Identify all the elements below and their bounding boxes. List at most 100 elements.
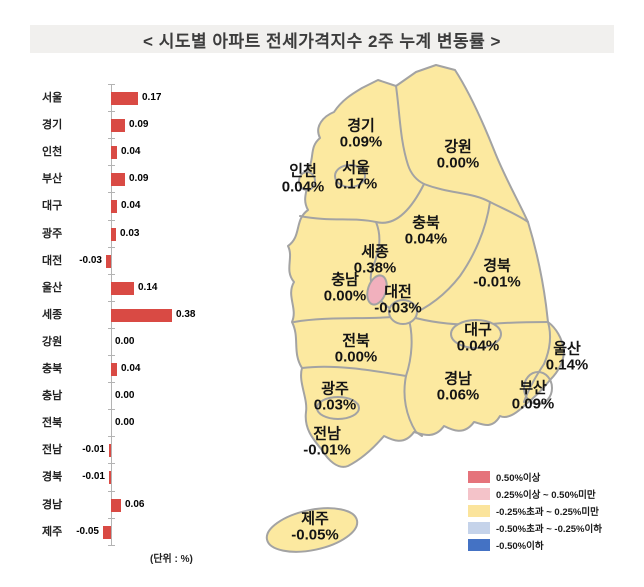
value-label: -0.05	[76, 525, 99, 537]
region-name: 강원	[444, 138, 472, 156]
axis-tick	[108, 355, 115, 356]
axis-tick	[108, 436, 115, 438]
category-label: 경기	[42, 119, 63, 132]
region-value: 0.04%	[456, 337, 500, 354]
value-label: 0.00	[115, 390, 135, 402]
legend-swatch-icon	[468, 470, 490, 483]
bar	[106, 254, 111, 268]
region-name: 경기	[347, 117, 375, 135]
value-label: 0.00	[115, 417, 135, 429]
legend-label: -0.50%이하	[496, 540, 544, 552]
page-title: < 시도별 아파트 전세가격지수 2주 누계 변동률 >	[143, 31, 501, 51]
map-region-label: 경북 -0.01%	[473, 258, 521, 290]
daegu-shape	[450, 319, 502, 349]
korea-map-svg	[265, 64, 565, 553]
busan-shape	[523, 371, 553, 405]
value-label: 0.09	[129, 119, 149, 131]
bar	[111, 281, 134, 295]
legend: 0.50%이상 0.25%이상 ~ 0.50%미만 -0.25%초과 ~ 0.25%…	[468, 468, 602, 553]
axis-tick	[108, 138, 115, 140]
axis-tick	[108, 165, 115, 167]
region-name: 대구	[464, 321, 492, 339]
axis-tick	[108, 84, 115, 85]
region-value: 0.38%	[353, 259, 397, 276]
axis-tick	[108, 273, 115, 275]
bar	[111, 92, 138, 105]
map-region-label: 경기 0.09%	[339, 117, 383, 150]
axis-tick	[108, 490, 115, 492]
value-label: 0.06	[125, 498, 145, 510]
province-borders	[293, 85, 552, 437]
legend-row: 0.25%이상 ~ 0.50%미만	[468, 485, 602, 502]
legend-swatch-icon	[468, 538, 490, 551]
value-label: 0.14	[138, 281, 158, 293]
jeju-shape	[265, 507, 359, 553]
bar	[111, 498, 121, 512]
legend-row: 0.50%이상	[468, 468, 602, 485]
region-value: 0.04%	[281, 178, 325, 195]
map-region-label: 세종 0.38%	[353, 243, 397, 276]
map-region-label: 서울 0.17%	[334, 160, 378, 192]
value-label: 0.38	[176, 308, 196, 320]
axis-tick	[108, 517, 115, 519]
region-value: -0.03%	[374, 299, 422, 316]
axis-tick	[108, 219, 115, 221]
map-region-label: 울산 0.14%	[545, 340, 589, 373]
region-value: 0.09%	[339, 133, 383, 150]
legend-label: 0.50%이상	[496, 472, 541, 484]
bar	[111, 363, 117, 376]
daejeon-shape	[388, 299, 418, 325]
category-label: 제주	[42, 525, 63, 538]
category-label: 경북	[42, 471, 63, 484]
korea-map: 경기 0.09% 강원 0.00% 인천 0.04% 서울 0.17% 충북 0.04% 세종 0.3…	[250, 60, 644, 560]
legend-swatch-icon	[468, 504, 490, 517]
map-region-label: 광주 0.03%	[314, 381, 357, 413]
value-label: -0.01	[82, 444, 105, 456]
region-name: 부산	[519, 379, 547, 397]
bar	[111, 227, 116, 241]
category-label: 경남	[42, 498, 63, 511]
value-label: 0.04	[121, 200, 141, 212]
region-value: 0.14%	[545, 356, 589, 373]
bar	[111, 173, 125, 187]
region-value: 0.04%	[404, 230, 448, 247]
axis-tick	[108, 544, 115, 546]
axis-tick	[108, 327, 115, 329]
sejong-shape	[366, 274, 388, 306]
region-name: 대전	[384, 283, 412, 301]
value-label: -0.03	[79, 254, 102, 266]
title-band: < 시도별 아파트 전세가격지수 2주 누계 변동률 >	[30, 25, 614, 53]
incheon-shape	[298, 171, 316, 191]
map-region-label: 전남 -0.01%	[303, 426, 351, 458]
bar	[111, 308, 172, 322]
bar	[109, 471, 111, 485]
category-label: 서울	[42, 92, 63, 104]
legend-row: -0.50%이하	[468, 536, 602, 553]
map-region-label: 충북 0.04%	[404, 215, 448, 247]
bar	[109, 444, 111, 458]
region-value: 0.06%	[436, 386, 480, 403]
map-region-label: 전북 0.00%	[335, 333, 378, 365]
bar	[103, 525, 111, 539]
bar	[111, 119, 125, 133]
value-label: 0.03	[120, 227, 140, 239]
map-region-label: 제주 -0.05%	[291, 510, 339, 543]
axis-tick	[108, 246, 115, 248]
map-region-label: 경남 0.06%	[436, 370, 480, 403]
region-value: -0.05%	[291, 526, 339, 543]
map-region-label: 대전 -0.03%	[374, 283, 422, 316]
category-label: 부산	[42, 173, 63, 186]
category-label: 광주	[42, 227, 63, 240]
region-name: 세종	[361, 243, 389, 261]
value-label: 0.17	[142, 92, 162, 103]
region-value: 0.09%	[511, 395, 555, 412]
region-name: 제주	[301, 510, 329, 528]
bar	[111, 200, 117, 214]
category-label: 세종	[42, 308, 63, 321]
region-name: 울산	[553, 340, 581, 358]
map-region-label: 강원 0.00%	[437, 138, 480, 171]
category-label: 대구	[42, 200, 63, 213]
seoul-shape	[334, 164, 366, 188]
region-name: 경남	[444, 370, 472, 388]
region-value: 0.17%	[334, 175, 378, 192]
